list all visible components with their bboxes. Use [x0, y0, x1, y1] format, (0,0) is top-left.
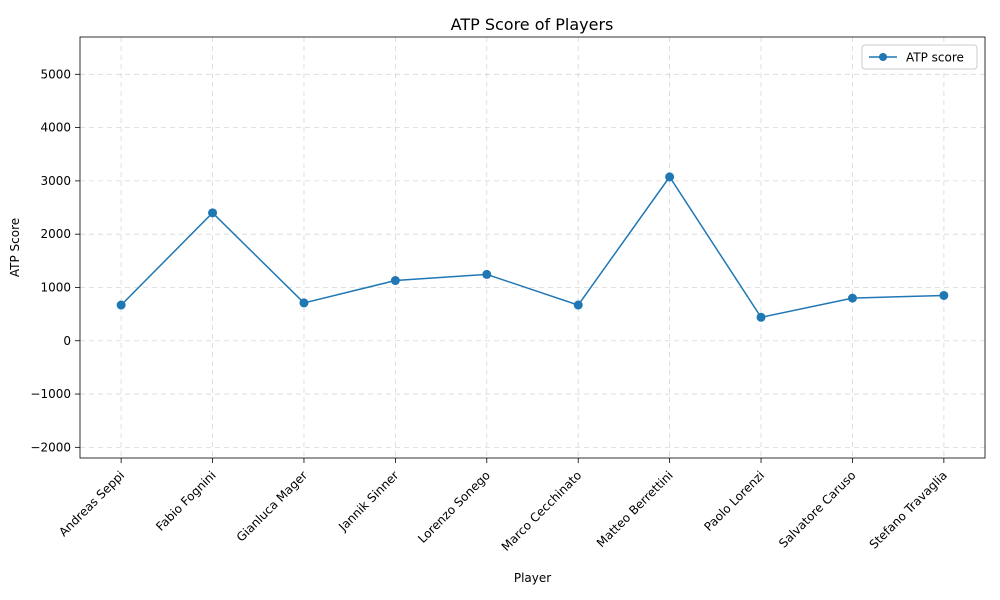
- x-tick-label: Andreas Seppi: [56, 468, 127, 539]
- data-point: [299, 298, 309, 308]
- x-tick-label: Salvatore Caruso: [776, 468, 858, 550]
- legend-label: ATP score: [906, 51, 964, 65]
- data-point: [939, 290, 949, 300]
- y-tick-label: 2000: [40, 227, 71, 241]
- y-axis-label: ATP Score: [8, 218, 22, 277]
- data-point: [208, 208, 218, 218]
- chart-title: ATP Score of Players: [451, 15, 614, 34]
- data-point: [756, 312, 766, 322]
- x-tick-label: Stefano Travaglia: [867, 468, 950, 551]
- y-tick-label: 1000: [40, 280, 71, 294]
- y-tick-label: −1000: [30, 387, 71, 401]
- y-tick-label: −2000: [30, 440, 71, 454]
- data-point: [116, 300, 126, 310]
- series-line: [120, 175, 944, 319]
- x-tick-label: Matteo Berrettini: [594, 468, 676, 550]
- y-tick-label: 0: [63, 334, 71, 348]
- x-axis: Andreas Seppi Fabio Fognini Gianluca Mager…: [56, 458, 950, 554]
- x-axis-label: Player: [514, 571, 551, 585]
- x-tick-label: Lorenzo Sonego: [415, 468, 493, 546]
- y-tick-label: 4000: [40, 121, 71, 135]
- x-tick-label: Paolo Lorenzi: [701, 468, 767, 534]
- legend-marker: [879, 53, 887, 61]
- series-layer: [116, 172, 949, 322]
- legend-box: [861, 44, 978, 70]
- data-point: [847, 293, 857, 303]
- y-tick-label: 5000: [40, 67, 71, 81]
- y-tick-label: 3000: [40, 174, 71, 188]
- y-axis: −2000 −1000 0 1000 2000 3000 4000 5000: [30, 67, 80, 454]
- grid: [80, 37, 985, 458]
- x-tick-label: Jannik Sinner: [335, 468, 401, 534]
- plot-frame: [79, 36, 986, 459]
- x-tick-label: Fabio Fognini: [153, 468, 218, 533]
- x-tick-label: Marco Cecchinato: [499, 468, 585, 554]
- data-point: [390, 276, 400, 286]
- legend: ATP score: [861, 44, 978, 70]
- data-point: [665, 172, 675, 182]
- data-point: [573, 300, 583, 310]
- x-tick-label: Gianluca Mager: [234, 468, 310, 544]
- data-point: [482, 269, 492, 279]
